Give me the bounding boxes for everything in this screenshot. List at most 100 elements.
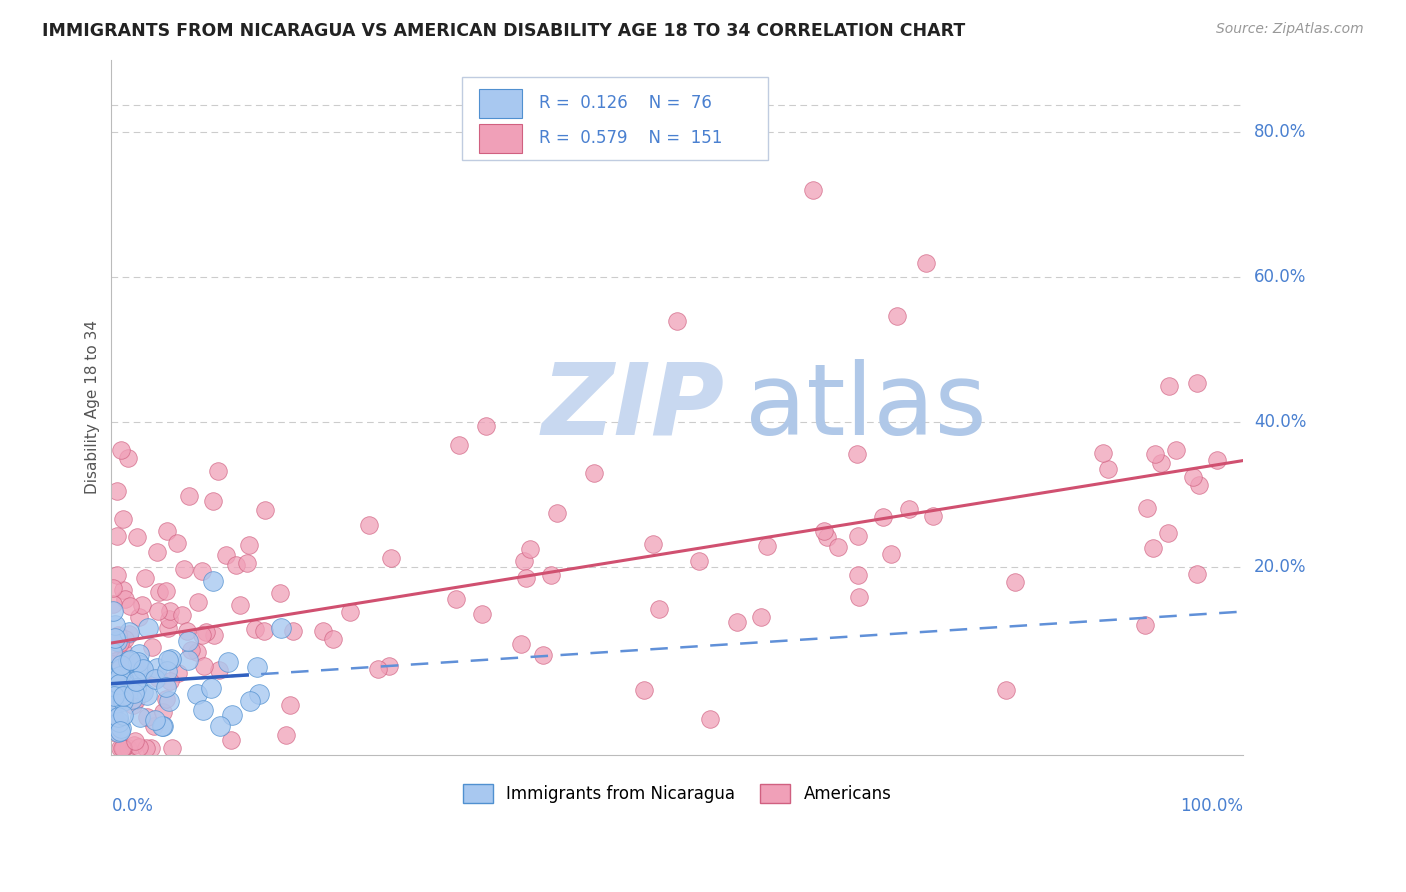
Point [111,582,134,597]
Point [139,741,162,756]
Point [125,693,148,707]
Point [699,712,721,726]
Point [160,741,183,756]
Point [125,674,148,689]
Point [108,629,131,643]
Point [108,741,131,756]
Point [921,509,943,524]
Point [322,632,344,647]
Text: R =  0.579    N =  151: R = 0.579 N = 151 [538,129,723,147]
Point [180,643,202,657]
Point [143,713,166,727]
Point [128,739,150,754]
Point [125,530,148,544]
Point [474,418,496,433]
Point [815,530,838,544]
Point [117,669,139,683]
Text: 0.0%: 0.0% [111,797,153,815]
Point [157,621,180,635]
Point [107,681,129,696]
Point [121,666,143,681]
Point [1188,477,1211,491]
Point [124,656,146,670]
Point [176,624,198,638]
Point [132,667,155,681]
Point [108,676,131,690]
Point [633,683,655,698]
Point [101,645,124,659]
Point [247,688,270,702]
Point [135,688,157,702]
Point [101,685,124,699]
Point [112,674,135,689]
Text: R =  0.126    N =  76: R = 0.126 N = 76 [538,95,711,112]
Point [128,658,150,673]
Point [666,313,689,327]
Point [112,676,135,690]
Point [101,657,124,671]
Point [207,464,229,478]
Point [239,694,262,708]
Point [270,621,292,635]
Point [173,562,195,576]
Point [186,687,208,701]
Point [846,529,869,543]
FancyBboxPatch shape [463,77,768,161]
Point [1164,442,1187,457]
Point [143,672,166,686]
Point [1142,541,1164,555]
Point [1150,456,1173,470]
Point [148,672,170,686]
Point [540,568,562,582]
Point [749,610,772,624]
Point [1182,470,1205,484]
Point [583,466,606,480]
Point [872,510,894,524]
Point [112,741,135,756]
Point [155,584,177,599]
Point [155,680,177,694]
Point [152,706,174,720]
Point [104,658,127,673]
Point [995,683,1018,698]
Point [104,654,127,668]
Point [253,624,276,638]
Point [880,547,903,561]
Point [114,632,136,647]
Point [471,607,494,621]
Point [132,684,155,698]
Point [136,621,159,635]
Point [201,494,224,508]
Point [111,672,134,686]
Point [108,661,131,675]
Point [146,661,169,675]
Point [155,524,177,538]
Text: 80.0%: 80.0% [1254,123,1306,141]
Point [101,675,124,690]
Point [1206,453,1229,467]
Point [117,450,139,465]
Point [886,309,908,323]
Point [122,698,145,712]
Point [215,548,238,562]
Point [117,671,139,685]
Point [193,658,215,673]
Point [117,741,139,756]
Point [107,710,129,724]
Point [1136,500,1159,515]
Point [1187,567,1209,582]
Point [104,631,127,645]
Point [108,724,131,739]
Point [120,653,142,667]
Point [359,518,381,533]
Point [846,447,869,461]
Point [122,739,145,753]
Point [118,626,141,640]
Point [513,554,536,568]
Point [641,536,664,550]
Point [152,719,174,733]
Point [229,598,252,612]
Point [246,660,269,674]
Point [449,438,471,452]
Point [112,512,135,526]
